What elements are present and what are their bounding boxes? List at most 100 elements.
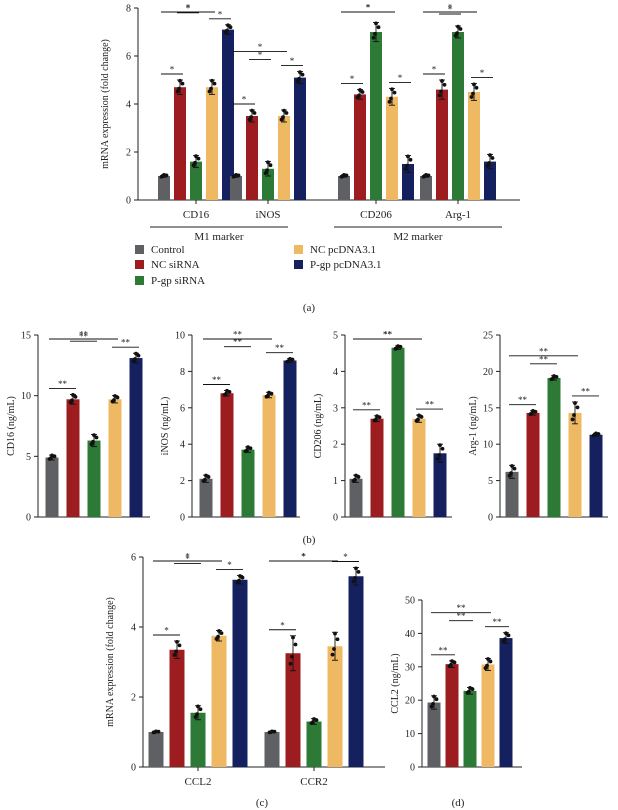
data-point: [153, 730, 157, 735]
data-point: [442, 82, 447, 87]
bar: [386, 96, 398, 200]
data-point: [389, 96, 393, 101]
y-tick-label: 30: [405, 662, 415, 673]
y-tick-label: 5: [488, 476, 493, 487]
group-label: M1 marker: [194, 231, 244, 243]
y-tick-label: 8: [126, 4, 131, 15]
data-point: [354, 566, 358, 571]
data-point: [485, 164, 490, 168]
y-tick-label: 1: [333, 476, 338, 487]
panel-label-c: (c): [256, 797, 269, 809]
data-point: [91, 439, 95, 444]
significance-marker: *: [164, 626, 169, 636]
y-tick-label: 25: [483, 331, 493, 342]
data-point: [593, 433, 597, 437]
significance-marker: *: [186, 3, 191, 13]
y-tick-label: 20: [405, 696, 415, 707]
bar: [370, 418, 384, 517]
data-point: [266, 160, 270, 165]
data-point: [510, 464, 514, 468]
bar: [327, 646, 343, 767]
data-point: [439, 89, 443, 94]
data-point: [573, 401, 577, 405]
data-point: [297, 76, 301, 81]
data-point: [226, 23, 230, 28]
data-point: [356, 569, 361, 574]
significance-marker: *: [290, 56, 295, 66]
bar: [262, 168, 274, 200]
y-tick-label: 4: [180, 440, 185, 451]
y-tick-label: 0: [410, 763, 415, 774]
y-tick-label: 5: [333, 331, 338, 342]
data-point: [374, 21, 378, 26]
significance-marker: *: [185, 554, 190, 564]
bar: [211, 635, 227, 767]
y-tick-label: 15: [483, 403, 493, 414]
significance-marker: **: [233, 337, 243, 347]
bar: [190, 712, 206, 767]
data-point: [288, 661, 293, 666]
y-tick-label: 6: [180, 403, 185, 414]
data-point: [530, 411, 534, 416]
bar: [436, 89, 448, 200]
x-tick-label: CD16: [183, 209, 210, 221]
significance-marker: **: [457, 611, 467, 621]
data-point: [351, 579, 356, 584]
data-point: [403, 167, 408, 171]
significance-marker: **: [493, 617, 503, 627]
x-tick-label: iNOS: [255, 209, 280, 221]
y-axis-label: iNOS (ng/mL): [160, 397, 171, 456]
data-point: [298, 70, 302, 75]
y-tick-label: 4: [126, 100, 131, 111]
data-point: [269, 730, 273, 735]
data-point: [375, 414, 379, 418]
bar: [427, 702, 441, 767]
bar: [445, 664, 459, 767]
data-point: [387, 99, 392, 104]
significance-marker: *: [258, 50, 263, 60]
legend-swatch: [135, 276, 144, 285]
legend-label: NC siRNA: [151, 259, 200, 271]
data-point: [354, 473, 358, 478]
significance-marker: *: [398, 73, 403, 83]
data-point: [332, 647, 336, 651]
bar: [306, 721, 322, 767]
data-point: [134, 351, 138, 356]
chart-a: 0 2 4 6 8 mRNA expression (fold change) CD16 iN…: [100, 3, 520, 243]
data-point: [209, 86, 213, 91]
y-tick-label: 40: [405, 629, 415, 640]
data-point: [431, 701, 435, 706]
data-point: [333, 631, 337, 636]
bar: [463, 690, 477, 767]
significance-marker: *: [366, 3, 371, 13]
significance-marker: **: [457, 603, 467, 613]
data-point: [198, 707, 203, 712]
panel-label-d: (d): [452, 797, 465, 809]
data-point: [572, 413, 576, 417]
data-point: [266, 393, 270, 398]
significance-marker: **: [539, 346, 549, 356]
bar: [190, 161, 202, 200]
data-point: [371, 35, 376, 40]
data-point: [224, 391, 228, 396]
data-point: [458, 27, 463, 31]
data-point: [180, 81, 185, 86]
data-point: [281, 115, 285, 120]
data-point: [175, 639, 179, 644]
data-point: [252, 111, 257, 115]
data-point: [193, 715, 198, 719]
significance-marker: **: [121, 338, 131, 348]
data-point: [94, 435, 99, 440]
panel-label-a: (a): [303, 302, 316, 314]
y-tick-label: 10: [21, 391, 31, 402]
bar: [241, 449, 255, 517]
bar: [484, 161, 496, 200]
data-point: [195, 712, 199, 717]
significance-marker: *: [432, 65, 437, 75]
bar: [391, 347, 405, 517]
significance-marker: *: [258, 42, 263, 52]
y-tick-label: 8: [180, 367, 185, 378]
